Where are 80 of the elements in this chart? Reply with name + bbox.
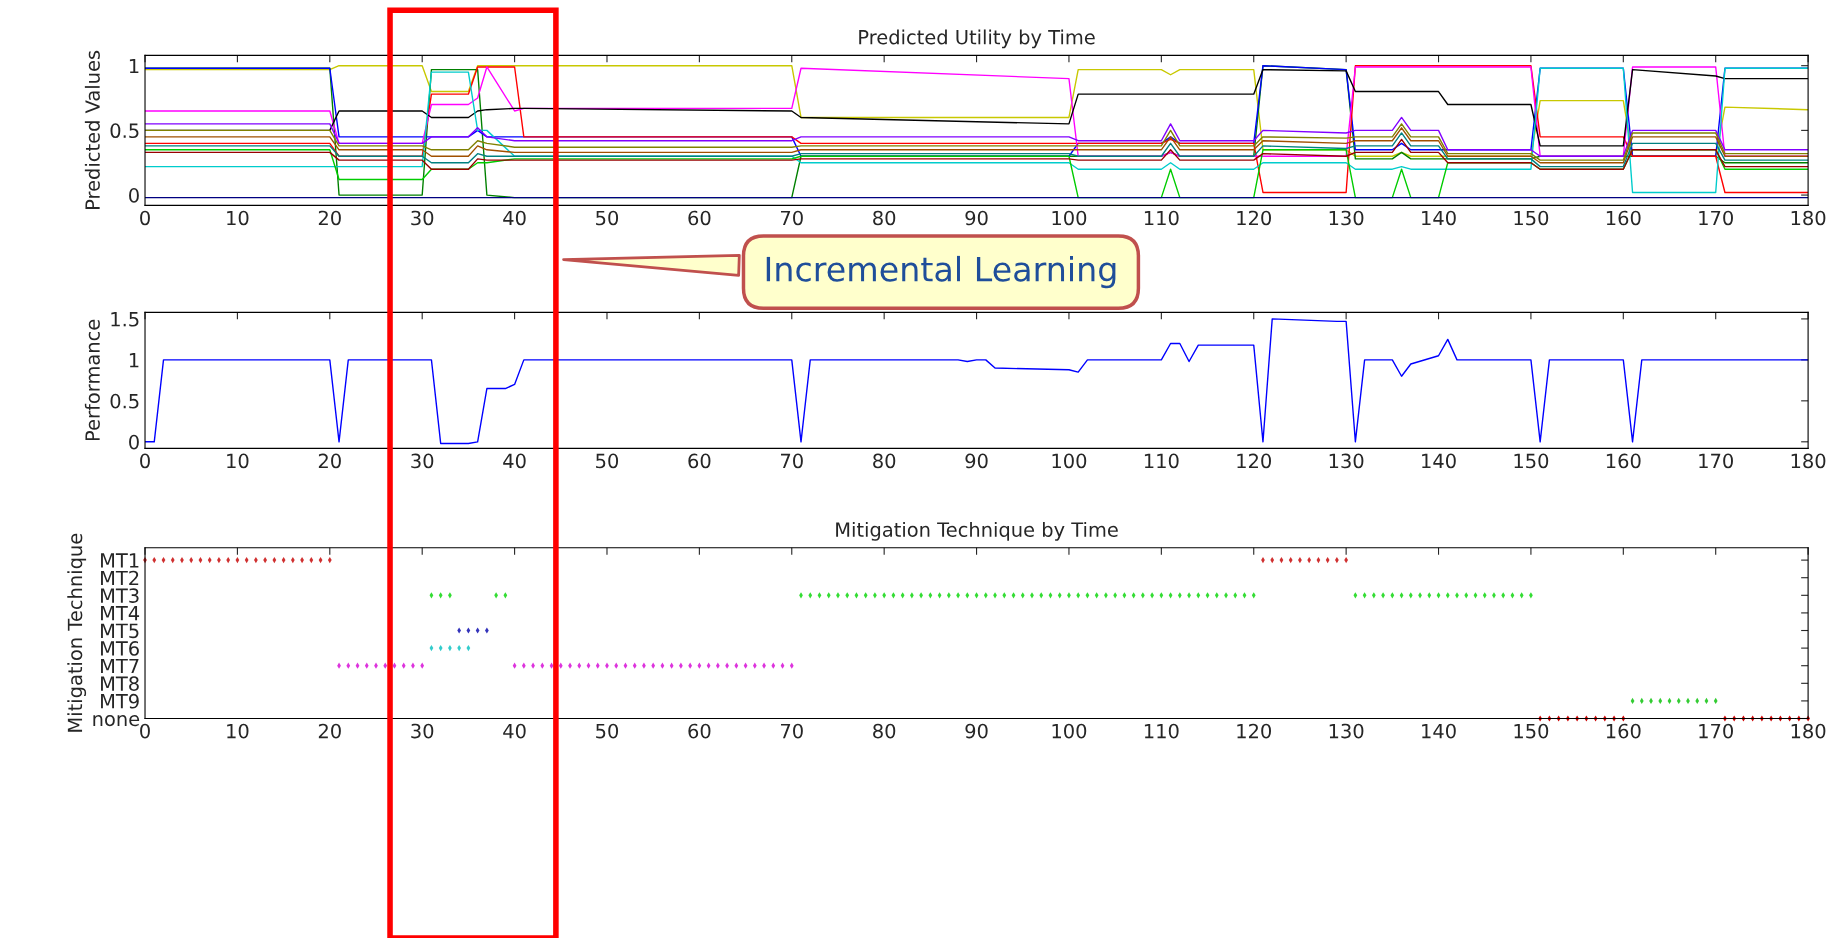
x-tick-label: 0 xyxy=(140,210,150,226)
x-tick-label: 70 xyxy=(780,453,803,469)
x-tick-label: 170 xyxy=(1699,723,1733,739)
y-tick-label: MT8 xyxy=(101,676,139,691)
x-tick-label: 120 xyxy=(1237,723,1271,739)
x-tick-label: 80 xyxy=(873,210,896,226)
y-axis-title: Performance xyxy=(84,319,100,441)
y-tick-label: MT4 xyxy=(101,606,140,621)
y-tick-label: MT5 xyxy=(101,623,139,639)
x-tick-label: 150 xyxy=(1514,453,1549,469)
x-tick-label: 130 xyxy=(1329,210,1364,226)
x-tick-label: 100 xyxy=(1052,723,1087,739)
x-tick-label: 40 xyxy=(503,210,526,226)
x-tick-label: 10 xyxy=(227,723,249,739)
x-tick-label: 110 xyxy=(1144,723,1179,739)
x-tick-label: 160 xyxy=(1606,723,1641,739)
chart-title: Mitigation Technique by Time xyxy=(836,521,1118,541)
x-tick-label: 90 xyxy=(965,210,988,226)
x-tick-label: 50 xyxy=(596,453,619,469)
x-tick-label: 70 xyxy=(780,210,803,226)
x-tick-label: 100 xyxy=(1052,453,1087,469)
x-tick-label: 150 xyxy=(1514,210,1549,226)
y-tick-label: MT7 xyxy=(101,658,139,674)
x-tick-label: 160 xyxy=(1606,453,1641,469)
x-tick-label: 90 xyxy=(965,453,988,469)
text: Incremental Learning xyxy=(766,255,1116,289)
x-tick-label: 110 xyxy=(1144,453,1179,469)
x-tick-label: 180 xyxy=(1791,723,1826,739)
x-tick-label: 160 xyxy=(1606,210,1641,226)
x-tick-label: 60 xyxy=(688,210,711,226)
x-tick-label: 40 xyxy=(503,723,526,739)
y-tick-label: MT9 xyxy=(101,693,139,709)
x-tick-label: 60 xyxy=(688,723,711,739)
x-tick-label: 20 xyxy=(318,453,341,469)
x-tick-label: 40 xyxy=(503,453,526,469)
x-tick-label: 90 xyxy=(965,723,988,739)
x-tick-label: 170 xyxy=(1699,210,1733,226)
x-tick-label: 20 xyxy=(318,210,341,226)
y-tick-label: MT3 xyxy=(101,588,139,603)
y-tick-label: 1 xyxy=(129,58,139,74)
x-tick-label: 60 xyxy=(688,453,711,469)
y-tick-label: 0 xyxy=(129,188,139,203)
x-tick-label: 140 xyxy=(1422,723,1456,739)
x-tick-label: 140 xyxy=(1422,210,1456,226)
x-tick-label: 110 xyxy=(1144,210,1179,226)
x-tick-label: 10 xyxy=(227,210,249,226)
x-tick-label: 180 xyxy=(1791,210,1826,226)
x-tick-label: 120 xyxy=(1237,210,1271,226)
y-axis-title: Predicted Values xyxy=(84,50,100,209)
y-tick-label: none xyxy=(93,715,140,727)
x-tick-label: 0 xyxy=(140,453,150,469)
x-tick-label: 140 xyxy=(1422,453,1456,469)
x-tick-label: 170 xyxy=(1699,453,1733,469)
y-tick-label: MT1 xyxy=(101,553,139,568)
x-tick-label: 100 xyxy=(1052,210,1087,226)
x-tick-label: 80 xyxy=(873,453,896,469)
y-tick-label: 0.5 xyxy=(110,393,139,409)
y-tick-label: 1 xyxy=(129,353,139,368)
x-tick-label: 30 xyxy=(411,453,434,469)
x-tick-label: 10 xyxy=(227,453,249,469)
x-tick-label: 80 xyxy=(873,723,896,739)
y-tick-label: MT6 xyxy=(101,641,139,656)
x-tick-label: 30 xyxy=(411,210,434,226)
x-tick-label: 180 xyxy=(1791,453,1826,469)
x-tick-label: 0 xyxy=(140,723,150,739)
y-axis-title: Mitigation Technique xyxy=(67,533,87,732)
x-tick-label: 130 xyxy=(1329,723,1364,739)
x-tick-label: 50 xyxy=(596,210,619,226)
x-tick-label: 70 xyxy=(780,723,803,739)
y-tick-label: 1.5 xyxy=(111,312,139,327)
x-tick-label: 120 xyxy=(1237,453,1271,469)
x-tick-label: 20 xyxy=(318,723,341,739)
x-tick-label: 130 xyxy=(1329,453,1364,469)
x-tick-label: 150 xyxy=(1514,723,1549,739)
x-tick-label: 30 xyxy=(411,723,434,739)
y-tick-label: MT2 xyxy=(101,570,139,586)
y-tick-label: 0.5 xyxy=(110,123,139,139)
y-tick-label: 0 xyxy=(129,434,139,450)
x-tick-label: 50 xyxy=(596,723,619,739)
chart-title: Predicted Utility by Time xyxy=(859,29,1095,49)
